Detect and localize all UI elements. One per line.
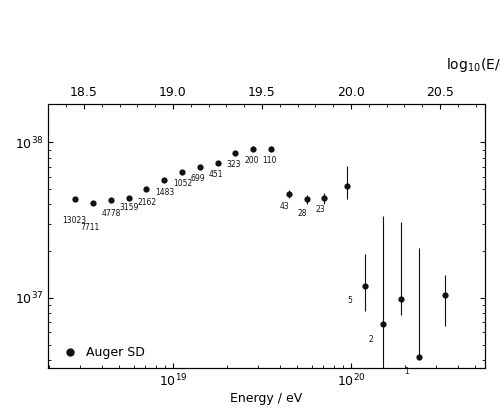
X-axis label: Energy / eV: Energy / eV bbox=[230, 392, 302, 405]
Text: 1483: 1483 bbox=[155, 188, 174, 197]
Text: 1052: 1052 bbox=[173, 179, 193, 189]
Text: 200: 200 bbox=[244, 157, 258, 165]
Text: 28: 28 bbox=[298, 209, 307, 218]
Text: 323: 323 bbox=[226, 160, 241, 169]
Text: 4778: 4778 bbox=[102, 208, 121, 218]
Text: 451: 451 bbox=[208, 170, 223, 178]
Text: 13023: 13023 bbox=[62, 215, 87, 225]
Legend: Auger SD: Auger SD bbox=[54, 344, 148, 362]
Text: 3159: 3159 bbox=[120, 203, 139, 212]
Text: 1: 1 bbox=[404, 367, 409, 376]
Text: 699: 699 bbox=[191, 174, 206, 184]
X-axis label: $\mathrm{log}_{10}$(E/eV): $\mathrm{log}_{10}$(E/eV) bbox=[446, 56, 500, 74]
Text: 23: 23 bbox=[316, 205, 325, 214]
Text: 43: 43 bbox=[280, 202, 289, 211]
Text: 110: 110 bbox=[262, 157, 276, 165]
Text: 2: 2 bbox=[369, 335, 374, 344]
Text: 5: 5 bbox=[348, 296, 352, 305]
Text: 7711: 7711 bbox=[80, 223, 100, 232]
Text: 2162: 2162 bbox=[138, 198, 156, 207]
